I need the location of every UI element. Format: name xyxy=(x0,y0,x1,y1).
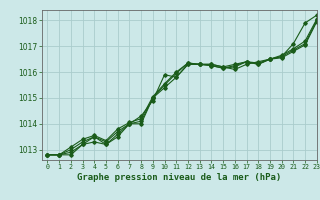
X-axis label: Graphe pression niveau de la mer (hPa): Graphe pression niveau de la mer (hPa) xyxy=(77,173,281,182)
